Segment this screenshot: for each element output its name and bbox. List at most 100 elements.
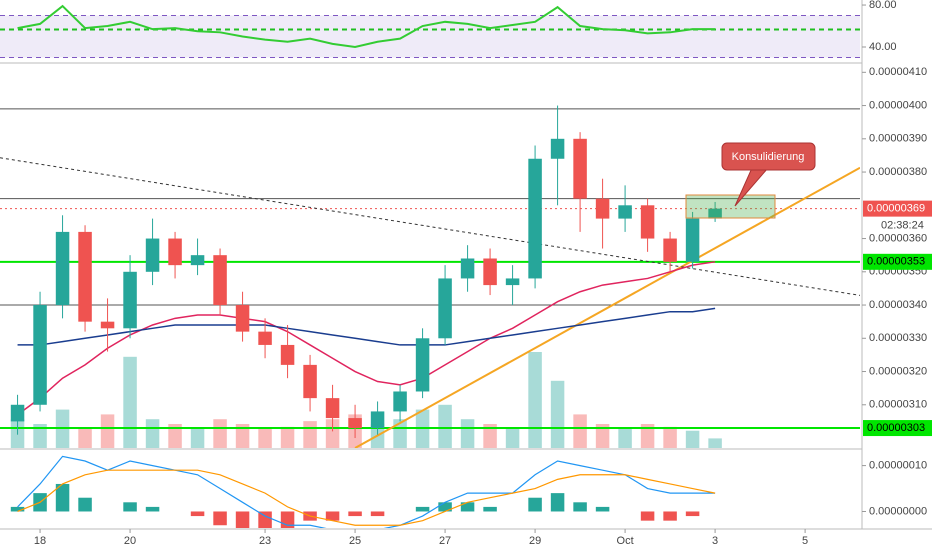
y-tick-label: 0.00000310 [869, 399, 927, 411]
y-tick-label: 0.00000390 [869, 133, 927, 145]
y-tick-label: 40.00 [869, 41, 897, 53]
histogram-bar [483, 506, 497, 512]
price-tag-box [863, 253, 932, 270]
candle-body [78, 231, 92, 322]
y-tick-label: 0.00000410 [869, 66, 927, 78]
x-tick-label: 23 [259, 535, 271, 547]
histogram-bar [663, 511, 677, 521]
consolidation-box [685, 194, 776, 219]
callout-box [721, 142, 816, 171]
candle-body [168, 238, 182, 266]
price-tag-box [863, 420, 932, 437]
volume-bar [213, 419, 227, 448]
candle-body [258, 331, 272, 345]
y-tick-label: 0.00000330 [869, 332, 927, 344]
y-tick-label: 0.00000000 [869, 505, 927, 517]
candle-body [348, 418, 362, 429]
histogram-bar [10, 506, 25, 512]
volume-bar [550, 380, 565, 448]
volume-bar [595, 424, 610, 448]
trend-line [354, 166, 860, 448]
volume-bar [190, 428, 205, 448]
price-pane [0, 105, 860, 448]
macd-line [17, 455, 716, 528]
moving-average [17, 261, 716, 416]
histogram-bar [528, 497, 542, 512]
histogram-bar [685, 511, 700, 517]
volume-bar [235, 424, 250, 448]
histogram-bar [190, 511, 205, 517]
candle-body [505, 278, 520, 286]
histogram-bar [213, 511, 227, 526]
volume-bar [505, 428, 520, 448]
x-tick-label: 18 [34, 535, 46, 547]
y-tick-label: 0.00000320 [869, 365, 927, 377]
volume-bar [618, 428, 632, 448]
countdown-box [863, 217, 932, 234]
volume-bar [280, 426, 295, 448]
volume-bar [78, 428, 92, 448]
histogram-bar [348, 511, 362, 517]
candle-body [190, 255, 205, 266]
x-tick-label: 3 [712, 535, 718, 547]
volume-bar [663, 426, 677, 448]
x-tick-label: 27 [439, 535, 451, 547]
candle-body [550, 138, 565, 159]
histogram-bar [595, 506, 610, 512]
candle-body [573, 138, 587, 199]
callout-text: Konsulidierung [732, 151, 805, 163]
candle-body [708, 208, 722, 219]
volume-bar [33, 424, 47, 448]
x-tick-label: 25 [349, 535, 361, 547]
histogram-bar [325, 511, 340, 521]
countdown-label: 02:38:24 [881, 220, 924, 232]
candle-body [123, 271, 137, 329]
y-tick-label: 0.00000360 [869, 232, 927, 244]
candle-body [640, 205, 655, 239]
y-tick-label: 0.00000010 [869, 460, 927, 472]
volume-bar [573, 414, 587, 448]
candle-body [393, 391, 407, 412]
volume-bar [258, 428, 272, 448]
candle-body [460, 258, 475, 279]
candle-body [33, 305, 47, 405]
histogram-bar [145, 506, 160, 512]
histogram-bar [415, 506, 430, 512]
candle-body [100, 321, 115, 329]
macd-line [17, 469, 716, 526]
price-tag-label: 0.00000353 [867, 256, 925, 268]
candle-body [663, 238, 677, 262]
y-tick-label: 0.00000400 [869, 99, 927, 111]
candle-body [483, 258, 497, 286]
moving-average [17, 307, 716, 346]
volume-bar [123, 356, 137, 448]
volume-bar [325, 419, 340, 448]
candle-body [370, 411, 385, 429]
y-tick-label: 0.00000340 [869, 299, 927, 311]
current-price-tag-box [863, 200, 932, 217]
candle-body [235, 305, 250, 332]
volume-bar [708, 438, 722, 448]
x-tick-label: Oct [617, 535, 634, 547]
volume-bar [438, 404, 452, 448]
histogram-bar [123, 502, 137, 512]
histogram-bar [370, 511, 385, 517]
rsi-line [17, 4, 716, 49]
volume-bar [145, 419, 160, 448]
axes: 80.00 40.00 0.00000410 0.00000400 0.00000390… [34, 0, 932, 547]
histogram-bar [55, 483, 70, 512]
histogram-bar [573, 502, 587, 512]
candle-body [528, 158, 542, 279]
volume-bar [303, 421, 317, 448]
candle-body [595, 198, 610, 219]
x-tick-label: 29 [529, 535, 541, 547]
candle-body [55, 231, 70, 306]
rsi-band [0, 15, 860, 58]
candle-body [10, 404, 25, 422]
volume-bar [100, 414, 115, 448]
volume-bar [168, 424, 182, 448]
volume-bar [685, 430, 700, 448]
volume-bar [528, 352, 542, 448]
histogram-bar [235, 511, 250, 528]
